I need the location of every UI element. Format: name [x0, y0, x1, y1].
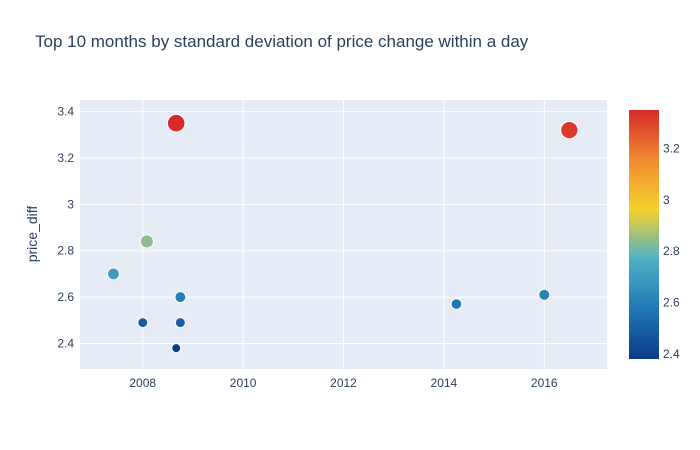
x-tick-label: 2008: [129, 376, 156, 390]
data-point: [166, 113, 186, 133]
colorbar-tick-label: 2.8: [663, 244, 680, 258]
x-tick-label: 2010: [230, 376, 257, 390]
data-point: [174, 291, 187, 304]
colorbar-scale: [629, 110, 659, 359]
y-axis-title: price_diff: [24, 206, 40, 263]
colorbar: 2.4 2.6 2.8 3 3.2: [629, 110, 680, 361]
colorbar-tick-label: 3: [663, 193, 670, 207]
x-tick-label: 2016: [531, 376, 558, 390]
chart-title: Top 10 months by standard deviation of p…: [35, 32, 529, 51]
y-tick-label: 3.4: [57, 105, 74, 119]
data-point: [538, 288, 551, 301]
data-point: [450, 298, 463, 310]
colorbar-ticks: 2.4 2.6 2.8 3 3.2: [663, 142, 680, 361]
colorbar-tick-label: 2.6: [663, 296, 680, 310]
data-point: [174, 317, 186, 329]
data-point: [139, 234, 154, 249]
x-tick-label: 2014: [431, 376, 458, 390]
y-axis: 2.4 2.6 2.8 3 3.2 3.4: [57, 105, 74, 351]
x-axis: 2008 2010 2012 2014 2016: [129, 376, 558, 390]
y-tick-label: 3: [67, 197, 74, 211]
x-tick-label: 2012: [330, 376, 357, 390]
data-point: [560, 120, 579, 140]
colorbar-tick-label: 2.4: [663, 347, 680, 361]
y-tick-label: 2.8: [57, 244, 74, 258]
y-tick-label: 3.2: [57, 151, 74, 165]
data-point: [107, 267, 120, 281]
y-tick-label: 2.4: [57, 336, 74, 350]
y-tick-label: 2.6: [57, 290, 74, 304]
colorbar-tick-label: 3.2: [663, 142, 680, 156]
data-points: [107, 113, 579, 354]
data-point: [171, 343, 182, 354]
data-point: [137, 317, 149, 329]
